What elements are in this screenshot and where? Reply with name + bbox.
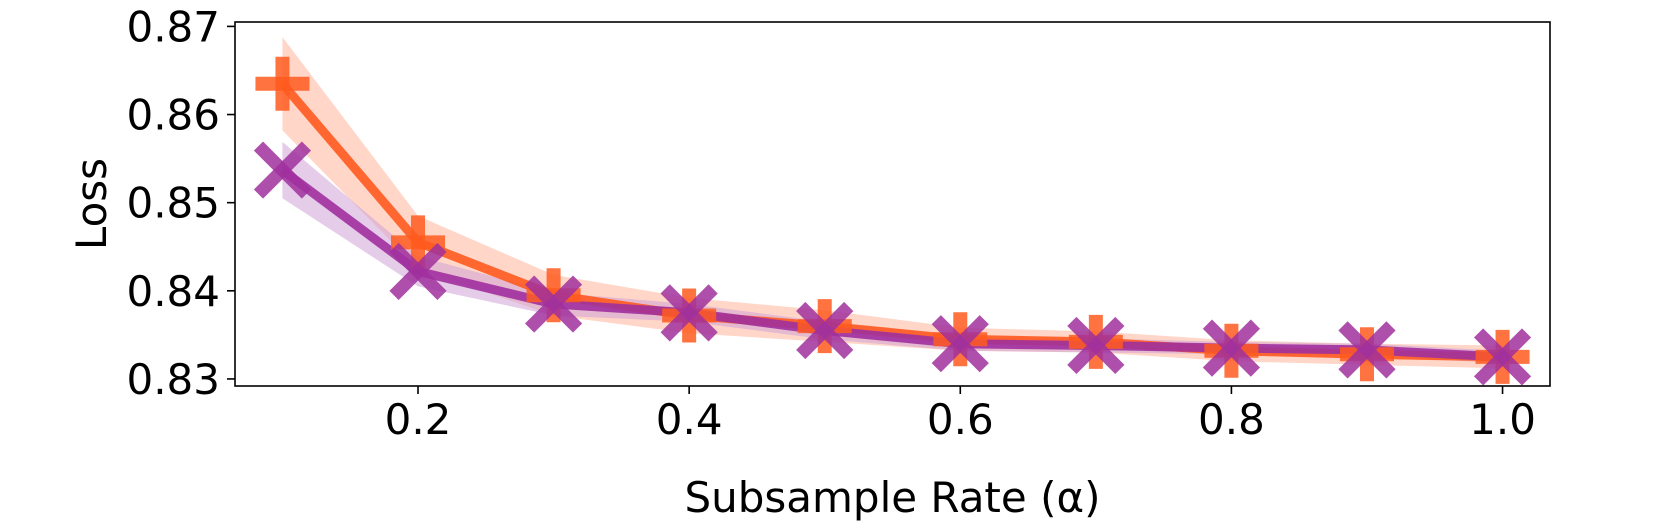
- series-2-point: [1338, 321, 1396, 379]
- series-1-line: [278, 80, 1503, 362]
- y-tick-label: 0.84: [126, 267, 220, 316]
- y-tick-label: 0.87: [126, 2, 220, 51]
- x-axis-ticks: 0.2 0.4 0.6 0.8 1.0: [385, 386, 1536, 444]
- series-2-line: [279, 166, 1503, 362]
- series-markers: [253, 56, 1532, 386]
- plot-frame: [234, 21, 1551, 387]
- x-tick-label: 0.4: [656, 395, 723, 444]
- series-1-point: [255, 56, 310, 111]
- x-marker-b: [931, 315, 989, 373]
- y-tick-label: 0.85: [126, 179, 220, 228]
- y-axis-ticks: 0.83 0.84 0.85 0.86 0.87: [126, 2, 235, 404]
- series-2-point: [931, 315, 989, 373]
- x-tick-label: 0.2: [385, 395, 452, 444]
- series-2-point: [796, 301, 854, 360]
- x-marker-b: [253, 141, 312, 199]
- x-marker-b: [524, 275, 583, 333]
- x-tick-label: 0.6: [927, 395, 994, 444]
- y-tick-label: 0.86: [126, 91, 220, 140]
- x-marker-b: [1473, 328, 1532, 386]
- series-1-band: [282, 37, 1503, 369]
- series-2-point: [1473, 328, 1532, 386]
- series-2-point: [524, 275, 583, 333]
- series-2-point: [1202, 319, 1261, 377]
- x-marker-b: [389, 242, 447, 301]
- x-tick-label: 1.0: [1469, 395, 1536, 444]
- series-2-point: [389, 242, 447, 301]
- series-2-point: [253, 141, 312, 199]
- x-marker-b: [796, 301, 854, 360]
- x-axis-title: Subsample Rate (α): [684, 473, 1100, 522]
- x-tick-label: 0.8: [1198, 395, 1265, 444]
- x-marker-b: [1202, 319, 1261, 377]
- series-lines: [278, 80, 1503, 362]
- y-tick-label: 0.83: [126, 355, 220, 404]
- y-axis-title: Loss: [67, 158, 116, 250]
- x-marker-b: [1338, 321, 1396, 379]
- x-marker-b: [660, 284, 718, 342]
- series-1-point: [391, 215, 446, 270]
- confidence-bands: [282, 37, 1503, 369]
- series-2-point: [660, 284, 718, 342]
- series-2-point: [1067, 316, 1125, 375]
- x-marker-b: [1067, 316, 1125, 375]
